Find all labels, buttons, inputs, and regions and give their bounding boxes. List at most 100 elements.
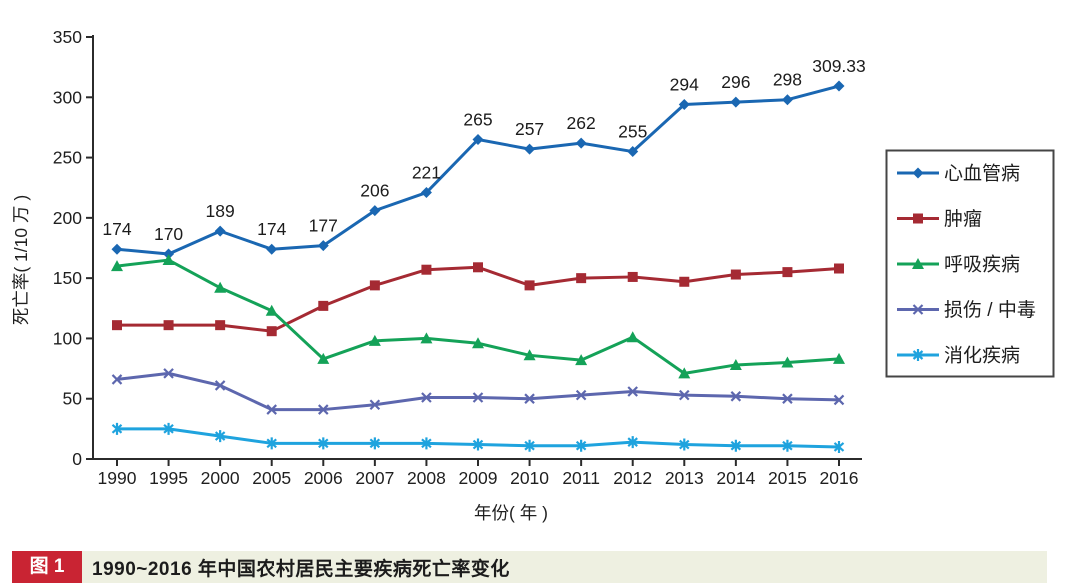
marker-asterisk xyxy=(730,439,742,452)
marker-triangle xyxy=(265,304,278,316)
x-tick-label: 1995 xyxy=(149,468,188,488)
point-label: 221 xyxy=(412,163,441,183)
y-tick-label: 250 xyxy=(53,148,82,168)
point-label: 262 xyxy=(567,113,596,133)
marker-diamond xyxy=(833,80,845,92)
marker-triangle xyxy=(111,260,123,272)
marker-diamond xyxy=(575,137,587,149)
marker-diamond xyxy=(214,225,226,237)
marker-x xyxy=(524,393,535,404)
marker-triangle xyxy=(420,332,433,344)
line-chart: 0 50 100 150 200 250 300 350 1990 1995 2000 2005 200… xyxy=(11,27,1055,523)
marker-square xyxy=(834,263,844,274)
y-tick-label: 100 xyxy=(53,328,82,348)
legend-item: 消化疾病 xyxy=(897,345,1020,367)
marker-x xyxy=(266,404,277,415)
marker-diamond xyxy=(627,146,639,158)
point-label: 296 xyxy=(721,72,750,92)
marker-asterisk xyxy=(524,439,535,452)
y-tick-label: 50 xyxy=(63,389,83,409)
legend-label: 肿瘤 xyxy=(944,208,982,230)
series-肿瘤 xyxy=(112,262,844,337)
y-tick-label: 150 xyxy=(53,268,82,288)
marker-triangle xyxy=(368,334,381,346)
marker-asterisk xyxy=(318,437,329,450)
y-tick-label: 300 xyxy=(53,87,82,107)
marker-square xyxy=(679,276,690,287)
marker-triangle xyxy=(317,352,330,364)
marker-triangle xyxy=(678,367,691,379)
marker-triangle xyxy=(523,349,536,361)
marker-x xyxy=(833,394,845,406)
marker-triangle xyxy=(214,281,227,293)
marker-diamond xyxy=(524,143,536,155)
marker-x xyxy=(730,391,742,402)
marker-triangle xyxy=(575,354,588,366)
marker-diamond xyxy=(678,99,690,111)
x-tick-label: 2000 xyxy=(201,468,240,488)
marker-diamond xyxy=(781,94,793,106)
marker-diamond xyxy=(912,167,924,179)
x-tick-label: 2009 xyxy=(459,468,498,488)
marker-diamond xyxy=(420,187,432,199)
marker-triangle xyxy=(472,337,484,349)
legend-item: 呼吸疾病 xyxy=(897,254,1020,276)
figure-caption: 图 1 1990~2016 年中国农村居民主要疾病死亡率变化 xyxy=(12,551,1047,583)
marker-x xyxy=(318,404,329,415)
series-呼吸疾病 xyxy=(111,254,845,379)
point-label: 255 xyxy=(618,122,647,142)
figure-caption-text: 1990~2016 年中国农村居民主要疾病死亡率变化 xyxy=(92,558,510,580)
marker-asterisk xyxy=(214,430,226,443)
x-tick-label: 2013 xyxy=(665,468,704,488)
marker-square xyxy=(163,320,174,331)
marker-triangle xyxy=(833,352,845,364)
marker-square xyxy=(421,264,432,275)
marker-square xyxy=(266,326,277,337)
x-tick-label: 1990 xyxy=(98,468,137,488)
marker-square xyxy=(112,320,122,331)
point-label: 174 xyxy=(102,219,131,239)
x-tick-label: 2012 xyxy=(613,468,652,488)
marker-diamond xyxy=(266,243,278,255)
marker-x xyxy=(369,399,381,411)
marker-square xyxy=(913,213,923,224)
x-axis-title: 年份( 年 ) xyxy=(474,503,548,523)
marker-triangle xyxy=(626,331,639,343)
marker-x xyxy=(421,392,432,403)
y-tick-label: 0 xyxy=(72,449,82,469)
point-label: 189 xyxy=(206,201,235,221)
legend-label: 心血管病 xyxy=(944,163,1020,185)
legend-label: 损伤 / 中毒 xyxy=(944,299,1036,321)
point-label: 257 xyxy=(515,119,544,139)
x-tick-label: 2008 xyxy=(407,468,446,488)
marker-x xyxy=(163,368,174,379)
marker-asterisk xyxy=(833,440,845,453)
marker-triangle xyxy=(781,356,794,368)
x-tick-label: 2014 xyxy=(716,468,755,488)
x-tick-label: 2005 xyxy=(252,468,291,488)
marker-triangle xyxy=(912,258,924,269)
marker-asterisk xyxy=(912,349,924,361)
marker-square xyxy=(369,280,380,291)
series-消化疾病 xyxy=(111,422,845,453)
marker-square xyxy=(473,262,483,273)
marker-x xyxy=(627,386,638,397)
marker-diamond xyxy=(472,133,484,145)
marker-triangle xyxy=(729,358,742,370)
legend-label: 消化疾病 xyxy=(944,345,1020,367)
marker-asterisk xyxy=(163,422,174,435)
y-axis-title: 死亡率( 1/10 万 ) xyxy=(11,195,31,325)
marker-diamond xyxy=(317,240,329,252)
marker-asterisk xyxy=(369,437,381,450)
point-label: 174 xyxy=(257,219,286,239)
series-line xyxy=(115,371,841,412)
marker-diamond xyxy=(111,243,123,255)
series-损伤 / 中毒 xyxy=(111,368,845,415)
point-label: 298 xyxy=(773,70,802,90)
marker-diamond xyxy=(163,248,175,260)
x-tick-label: 2011 xyxy=(562,468,600,488)
marker-square xyxy=(524,280,535,291)
marker-asterisk xyxy=(575,439,587,452)
legend-item: 损伤 / 中毒 xyxy=(897,299,1036,321)
